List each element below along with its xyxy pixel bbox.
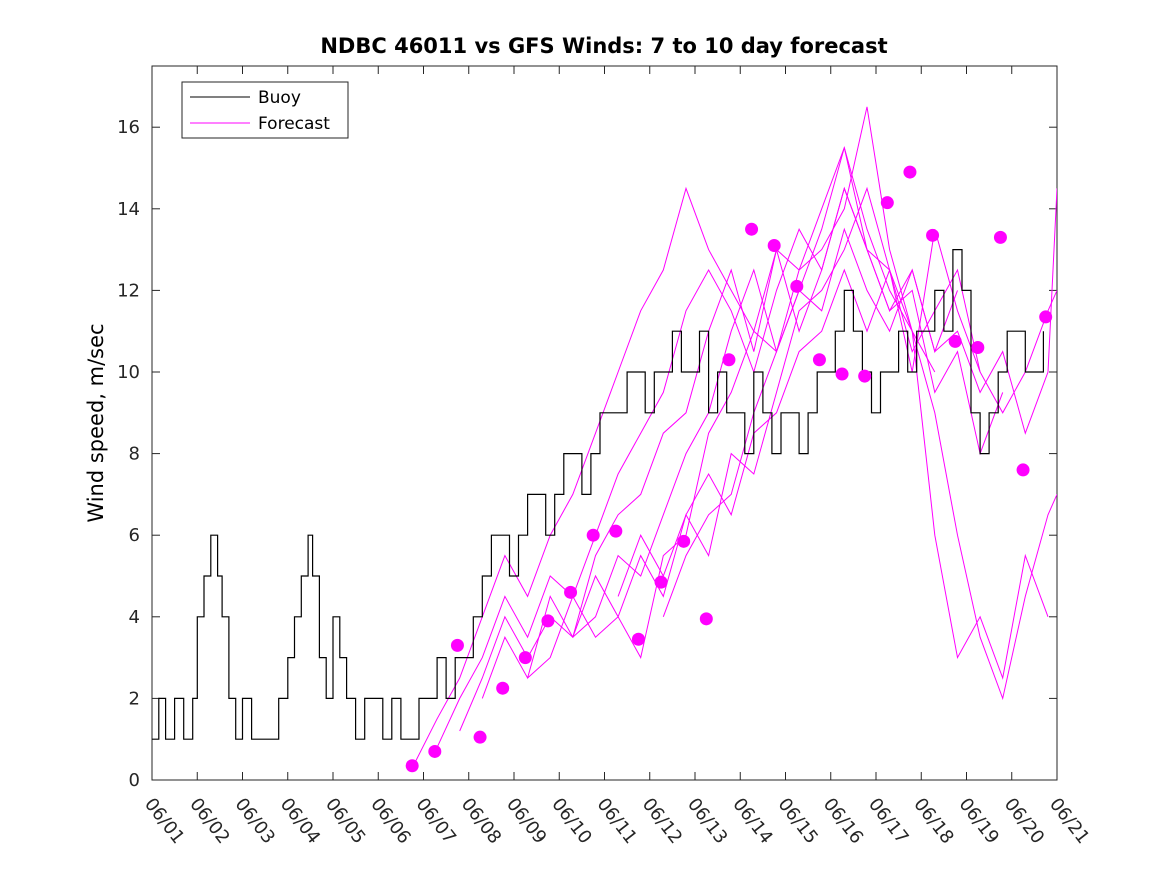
buoy-line <box>152 249 1044 740</box>
y-tick-label: 12 <box>117 280 140 301</box>
forecast-marker <box>518 651 532 665</box>
x-tick-label: 06/20 <box>1000 794 1048 848</box>
forecast-marker <box>609 524 623 538</box>
forecast-marker <box>564 585 578 599</box>
forecast-marker <box>812 353 826 367</box>
x-tick-label: 06/08 <box>457 794 505 848</box>
forecast-marker <box>654 575 668 589</box>
x-tick-label: 06/06 <box>366 794 414 848</box>
x-tick-label: 06/12 <box>638 794 686 848</box>
y-tick-label: 16 <box>117 117 140 138</box>
forecast-marker <box>677 534 691 548</box>
forecast-marker <box>767 239 781 253</box>
forecast-marker <box>971 341 985 355</box>
x-tick-label: 06/17 <box>864 794 912 848</box>
forecast-run-line <box>481 147 1004 699</box>
forecast-run-line <box>413 145 936 764</box>
x-tick-label: 06/04 <box>276 794 324 848</box>
series-layer <box>152 106 1075 773</box>
legend-box <box>181 81 349 139</box>
x-tick-label: 06/07 <box>412 794 460 848</box>
x-tick-label: 06/14 <box>728 794 776 848</box>
forecast-marker <box>450 638 464 652</box>
y-tick-label: 0 <box>129 770 140 791</box>
forecast-run-line <box>662 188 1057 617</box>
forecast-run-line <box>527 106 1049 680</box>
forecast-marker <box>586 528 600 542</box>
forecast-marker <box>1039 310 1053 324</box>
legend-forecast-label: Forecast <box>258 114 330 134</box>
forecast-marker <box>903 165 917 179</box>
plot-area <box>151 65 1058 781</box>
forecast-marker <box>541 614 555 628</box>
forecast-marker <box>699 612 713 626</box>
x-tick-label: 06/13 <box>683 794 731 848</box>
forecast-marker <box>1062 321 1075 334</box>
x-tick-label: 06/21 <box>1045 794 1093 848</box>
chart-title: NDBC 46011 vs GFS Winds: 7 to 10 day for… <box>320 34 887 58</box>
x-tick-label: 06/18 <box>909 794 957 848</box>
forecast-marker <box>722 353 736 367</box>
forecast-marker <box>745 222 759 236</box>
y-tick-label: 2 <box>129 688 140 709</box>
forecast-marker <box>858 369 872 383</box>
forecast-run-line <box>617 268 1057 597</box>
legend: Buoy Forecast <box>181 81 349 139</box>
forecast-marker <box>993 230 1007 244</box>
y-axis: 0 2 4 6 8 10 12 14 16 <box>117 117 1057 791</box>
forecast-marker <box>405 759 419 773</box>
y-tick-label: 6 <box>129 525 140 546</box>
forecast-marker <box>428 744 442 758</box>
x-tick-label: 06/01 <box>140 794 188 848</box>
x-tick-label: 06/05 <box>321 794 369 848</box>
y-tick-label: 10 <box>117 362 140 383</box>
x-tick-label: 06/19 <box>955 794 1003 848</box>
y-tick-label: 4 <box>129 607 140 628</box>
x-tick-label: 06/16 <box>819 794 867 848</box>
y-axis-label: Wind speed, m/sec <box>84 323 108 522</box>
forecast-marker <box>835 367 849 381</box>
x-tick-label: 06/03 <box>231 794 279 848</box>
forecast-marker <box>473 730 487 744</box>
x-tick-label: 06/11 <box>593 794 641 848</box>
x-tick-label: 06/15 <box>774 794 822 848</box>
x-tick-label: 06/02 <box>185 794 233 848</box>
y-tick-label: 14 <box>117 199 140 220</box>
forecast-marker <box>1016 463 1030 477</box>
y-tick-label: 8 <box>129 444 140 465</box>
forecast-marker <box>948 334 962 348</box>
forecast-marker <box>880 196 894 210</box>
forecast-marker <box>790 279 804 293</box>
x-tick-label: 06/09 <box>502 794 550 848</box>
x-tick-label: 06/10 <box>547 794 595 848</box>
forecast-marker <box>496 681 510 695</box>
forecast-marker <box>631 632 645 646</box>
forecast-marker <box>926 228 940 242</box>
legend-buoy-label: Buoy <box>258 88 301 108</box>
